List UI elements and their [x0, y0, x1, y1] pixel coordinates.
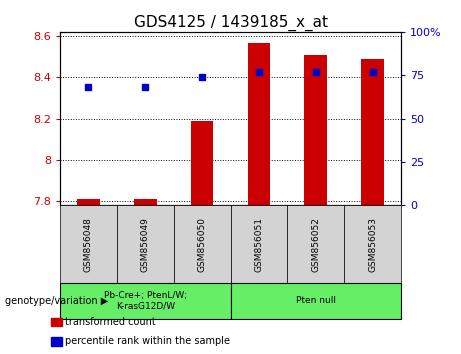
Text: Pten null: Pten null [296, 296, 336, 306]
Bar [248, 43, 270, 205]
Bar [191, 121, 213, 205]
Text: genotype/variation ▶: genotype/variation ▶ [5, 296, 108, 306]
Text: GSM856053: GSM856053 [368, 217, 377, 272]
Bar [134, 199, 157, 205]
Title: GDS4125 / 1439185_x_at: GDS4125 / 1439185_x_at [134, 14, 327, 30]
Bar [304, 55, 327, 205]
Text: transformed count: transformed count [65, 317, 156, 327]
Text: GSM856050: GSM856050 [198, 217, 207, 272]
Text: GSM856048: GSM856048 [84, 217, 93, 272]
Text: GSM856049: GSM856049 [141, 217, 150, 272]
Bar [77, 199, 100, 205]
Text: Pb-Cre+; PtenL/W;
K-rasG12D/W: Pb-Cre+; PtenL/W; K-rasG12D/W [104, 291, 187, 310]
Text: GSM856052: GSM856052 [311, 217, 320, 272]
Text: GSM856051: GSM856051 [254, 217, 263, 272]
Bar [361, 59, 384, 205]
Text: percentile rank within the sample: percentile rank within the sample [65, 336, 230, 346]
